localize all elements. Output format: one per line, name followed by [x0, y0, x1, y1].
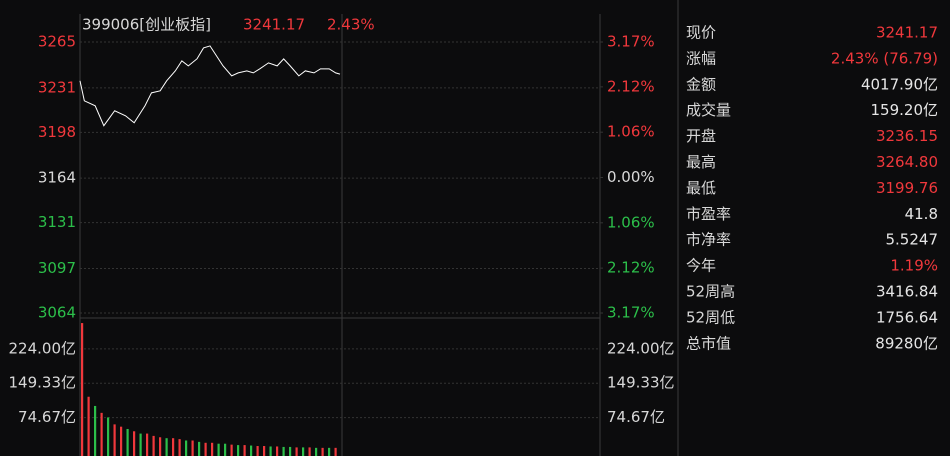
y2-tick-label: 1.06%: [607, 213, 655, 231]
volume-bar: [81, 323, 84, 456]
y2-tick-label: 2.12%: [607, 259, 655, 277]
y2-tick-label: 3.17%: [607, 304, 655, 322]
volume-bar: [113, 424, 116, 456]
volume-tick-label: 149.33亿: [607, 374, 675, 392]
quote-label: 金额: [686, 75, 716, 93]
volume-bar: [139, 433, 142, 456]
volume-bar: [263, 446, 266, 456]
volume-bar: [217, 443, 220, 456]
quote-label: 最高: [686, 153, 716, 171]
volume-bar: [185, 440, 188, 456]
volume-bar: [282, 446, 285, 456]
volume-bar: [295, 447, 298, 456]
quote-value: 2.43% (76.79): [831, 49, 938, 67]
y2-tick-label: 2.12%: [607, 77, 655, 95]
quote-value: 159.20亿: [871, 101, 939, 119]
quote-label: 总市值: [686, 334, 731, 352]
volume-bar: [120, 426, 123, 456]
volume-bar: [289, 446, 292, 456]
y-tick-label: 3097: [38, 259, 76, 277]
y2-tick-label: 1.06%: [607, 123, 655, 141]
quote-value: 3241.17: [876, 24, 938, 42]
y-tick-label: 3131: [38, 213, 76, 231]
volume-bar: [308, 447, 311, 456]
y-tick-label: 3164: [38, 169, 76, 187]
quote-value: 41.8: [905, 205, 938, 223]
volume-bar: [178, 439, 181, 456]
y2-tick-label: 0.00%: [607, 168, 655, 186]
volume-bar: [269, 446, 272, 456]
y-tick-label: 3064: [38, 304, 76, 322]
y-tick-label: 3265: [38, 33, 76, 51]
volume-bar: [250, 445, 253, 456]
quote-value: 3416.84: [876, 283, 938, 301]
y2-tick-label: 3.17%: [607, 33, 655, 51]
quote-value: 1.19%: [890, 257, 938, 275]
quote-label: 52周低: [686, 308, 735, 326]
quote-label: 市净率: [686, 231, 731, 249]
volume-bar: [315, 447, 318, 456]
volume-bar: [172, 438, 175, 456]
quote-value: 1756.64: [876, 308, 938, 326]
quote-label: 今年: [686, 257, 716, 275]
volume-bar: [159, 437, 162, 456]
volume-bar: [328, 447, 331, 456]
quote-label: 市盈率: [686, 205, 731, 223]
volume-bar: [94, 405, 97, 456]
volume-bar: [87, 396, 90, 456]
volume-bar: [165, 438, 168, 456]
quote-value: 3236.15: [876, 127, 938, 145]
volume-bar: [321, 447, 324, 456]
volume-bar: [107, 417, 110, 456]
volume-bar: [152, 435, 155, 456]
y-tick-label: 3231: [38, 78, 76, 96]
quote-label: 涨幅: [686, 49, 716, 67]
quote-label: 成交量: [686, 101, 731, 119]
volume-bar: [146, 433, 149, 456]
chart-title: 399006[创业板指]: [82, 16, 211, 34]
volume-bar: [256, 446, 259, 456]
volume-bar: [133, 431, 136, 456]
price-line: [79, 45, 341, 127]
quote-label: 现价: [686, 24, 716, 42]
volume-tick-label: 149.33亿: [9, 374, 77, 392]
y-tick-label: 3198: [38, 123, 76, 141]
price-label: 3241.17: [243, 16, 305, 34]
volume-tick-label: 74.67亿: [18, 408, 76, 426]
quote-label: 最低: [686, 179, 716, 197]
volume-bar: [191, 440, 194, 456]
volume-bar: [204, 442, 207, 456]
volume-bar: [302, 447, 305, 456]
volume-bar: [100, 412, 103, 456]
quote-value: 4017.90亿: [861, 75, 938, 93]
volume-bar: [126, 428, 129, 456]
volume-bar: [276, 446, 279, 456]
volume-bar: [334, 447, 337, 456]
change-label: 2.43%: [327, 16, 375, 34]
quote-label: 开盘: [686, 127, 716, 145]
volume-tick-label: 224.00亿: [607, 339, 675, 357]
volume-bar: [211, 442, 214, 456]
quote-label: 52周高: [686, 283, 735, 301]
quote-value: 3199.76: [876, 179, 938, 197]
volume-bar: [224, 443, 227, 456]
quote-value: 3264.80: [876, 153, 938, 171]
volume-bar: [198, 441, 201, 456]
volume-tick-label: 224.00亿: [9, 339, 77, 357]
volume-bar: [243, 445, 246, 456]
quote-value: 89280亿: [875, 334, 938, 352]
volume-tick-label: 74.67亿: [607, 408, 665, 426]
quote-value: 5.5247: [886, 231, 939, 249]
volume-bar: [237, 445, 240, 456]
volume-bar: [230, 444, 233, 456]
